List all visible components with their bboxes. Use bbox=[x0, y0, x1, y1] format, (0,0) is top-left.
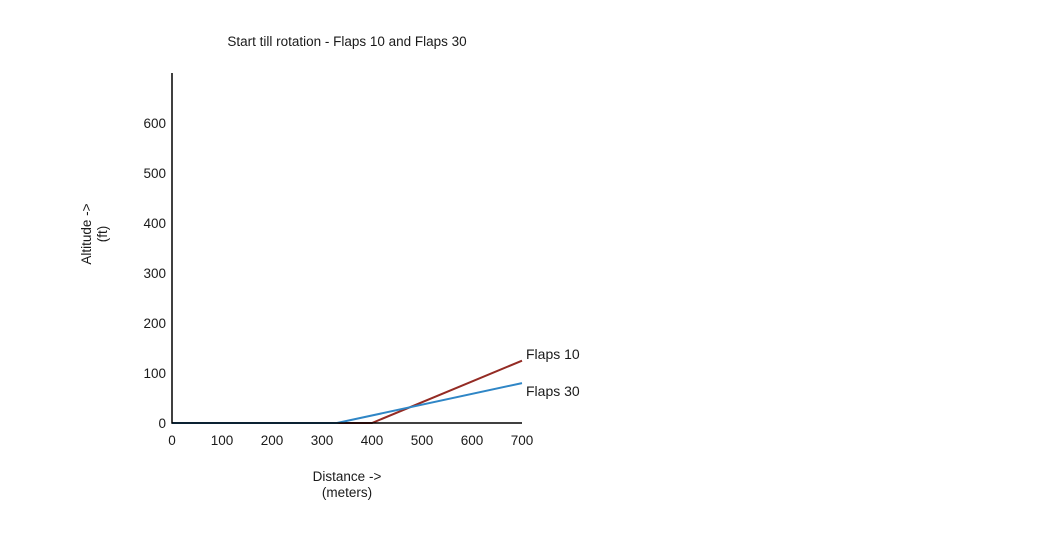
axis-lines bbox=[171, 73, 522, 424]
series-line-flaps-30 bbox=[172, 382, 523, 424]
y-tick-label: 500 bbox=[143, 166, 166, 182]
x-axis-label-text: Distance -> bbox=[312, 469, 382, 484]
x-tick-label: 700 bbox=[510, 433, 534, 448]
x-tick-label: 100 bbox=[210, 433, 234, 448]
series-label-flaps-10: Flaps 10 bbox=[526, 345, 580, 362]
y-tick-label: 400 bbox=[143, 216, 166, 232]
x-axis-label: Distance -> (meters) bbox=[267, 469, 427, 501]
x-tick-label: 500 bbox=[410, 433, 434, 448]
x-tick-label: 300 bbox=[310, 433, 334, 448]
series-line-flaps-10 bbox=[172, 359, 523, 424]
x-tick-label: 0 bbox=[168, 433, 176, 448]
x-tick-label: 400 bbox=[360, 433, 384, 448]
y-tick-label: 200 bbox=[143, 315, 166, 331]
y-tick-label: 300 bbox=[143, 265, 166, 281]
y-axis-label-text: Altitude -> bbox=[79, 203, 94, 265]
x-tick-label: 600 bbox=[460, 433, 484, 448]
y-axis-label-unit: (ft) bbox=[95, 225, 110, 243]
series-label-flaps-30: Flaps 30 bbox=[526, 383, 580, 400]
y-tick-label: 600 bbox=[143, 116, 166, 132]
y-tick-label: 100 bbox=[143, 365, 166, 381]
x-tick-label: 200 bbox=[260, 433, 284, 448]
y-axis-label: Altitude -> (ft) bbox=[79, 174, 113, 294]
chart-title: Start till rotation - Flaps 10 and Flaps… bbox=[227, 34, 467, 49]
y-tick-label: 0 bbox=[158, 415, 166, 431]
x-axis-label-unit: (meters) bbox=[321, 485, 373, 500]
